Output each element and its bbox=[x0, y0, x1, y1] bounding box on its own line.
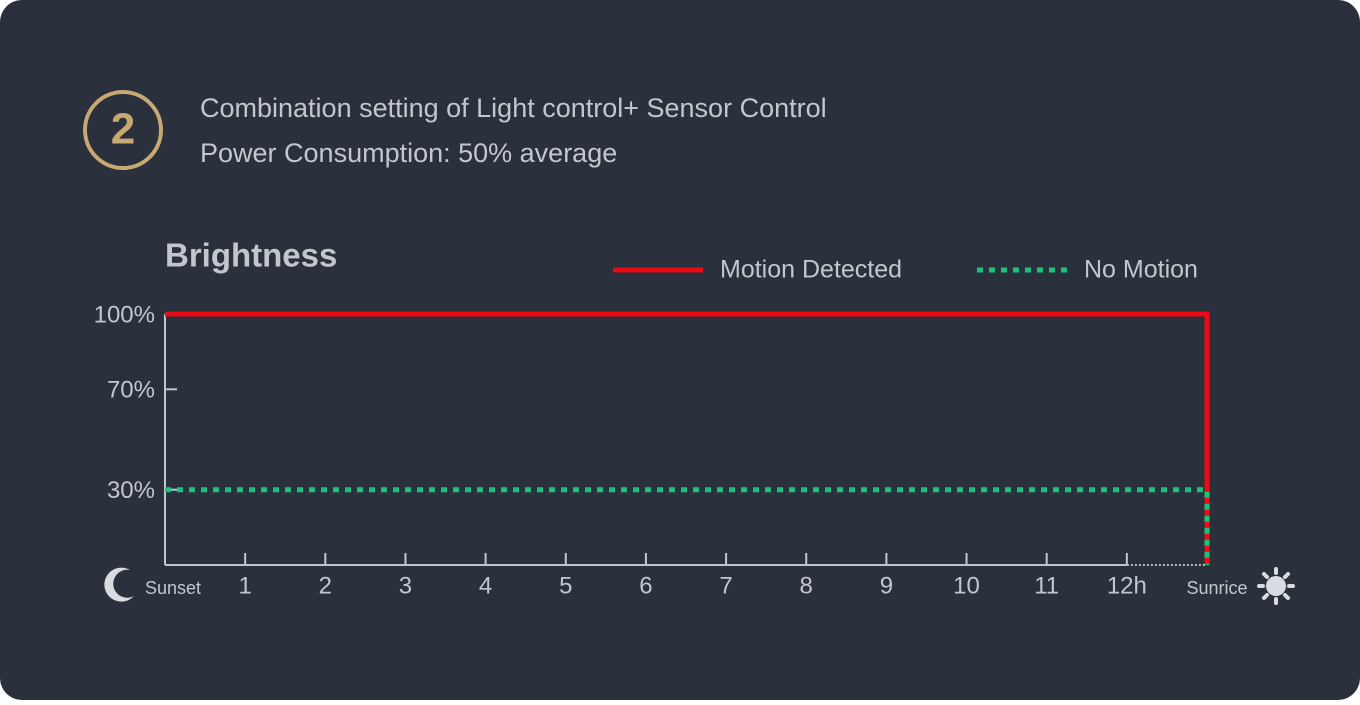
series-line bbox=[165, 487, 1210, 565]
badge-number: 2 bbox=[111, 105, 135, 154]
x-tick-label: 7 bbox=[719, 572, 732, 599]
x-tick-label: 11 bbox=[1034, 572, 1059, 599]
header-line: Combination setting of Light control+ Se… bbox=[200, 93, 827, 123]
x-tick-label: Sunrice bbox=[1186, 578, 1247, 598]
x-tick-label: 12h bbox=[1107, 572, 1147, 599]
y-tick-label: 100% bbox=[94, 301, 155, 328]
x-tick-label: 2 bbox=[319, 572, 332, 599]
x-tick-label: 4 bbox=[479, 572, 492, 599]
x-tick-label: 10 bbox=[953, 572, 980, 599]
chart-title: Brightness bbox=[165, 237, 337, 274]
y-tick-label: 30% bbox=[107, 477, 155, 504]
legend-label: No Motion bbox=[1084, 256, 1198, 284]
x-tick-label: 8 bbox=[800, 572, 813, 599]
badge-ring bbox=[83, 90, 163, 170]
x-tick-label: 3 bbox=[399, 572, 412, 599]
legend-label: Motion Detected bbox=[720, 256, 902, 284]
x-tick-label: Sunset bbox=[145, 578, 201, 598]
x-tick-label: 5 bbox=[559, 572, 572, 599]
header-line: Power Consumption: 50% average bbox=[200, 138, 617, 168]
moon-icon bbox=[104, 567, 134, 602]
x-tick-label: 9 bbox=[880, 572, 893, 599]
y-tick-label: 70% bbox=[107, 377, 155, 404]
x-tick-label: 1 bbox=[238, 572, 251, 599]
series-line bbox=[165, 311, 1210, 565]
x-tick-label: 6 bbox=[639, 572, 652, 599]
sun-icon bbox=[1257, 567, 1295, 605]
